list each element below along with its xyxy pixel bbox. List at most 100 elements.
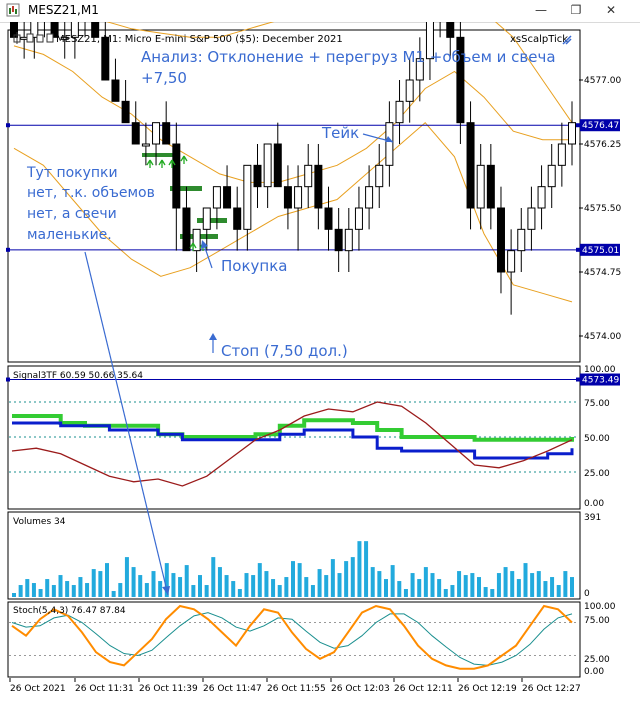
volume-bar: [297, 563, 302, 597]
level-price-label-entry: 4575.01: [582, 246, 619, 256]
candle-body: [162, 122, 171, 145]
volume-bar: [111, 591, 116, 597]
analysis-text: Анализ: Отклонение + перегруз М1 +объем …: [141, 48, 556, 66]
volume-bar: [490, 589, 495, 597]
level-price-label-take: 4576.47: [582, 121, 619, 131]
restore-button[interactable]: ❐: [570, 3, 582, 17]
volume-bar: [244, 573, 249, 597]
candle-body: [192, 228, 201, 252]
volume-bar: [536, 571, 541, 597]
time-tick-label: 26 Oct 11:39: [139, 684, 198, 694]
volume-bar: [38, 589, 43, 597]
candle-body: [60, 36, 69, 40]
candle-body: [517, 228, 526, 252]
time-tick-label: 26 Oct 11:55: [267, 684, 326, 694]
candle-body: [405, 79, 414, 102]
buy-arrowhead: [201, 240, 208, 249]
buy-marker-icon: [180, 155, 188, 164]
level-price-box-take: [580, 119, 620, 132]
level-handle-stop[interactable]: [6, 377, 10, 382]
time-tick-label: 26 Oct 12:11: [394, 684, 453, 694]
window-titlebar: MESZ21,M1 — ❐ ✕: [0, 0, 640, 23]
volume-bar: [324, 575, 329, 597]
main-chart-header: MESZ21, M1: Micro E-mini S&P 500 ($5): D…: [56, 34, 343, 45]
candle-body: [294, 186, 303, 209]
volume-bar: [470, 573, 475, 597]
minimize-button[interactable]: —: [535, 3, 547, 17]
candle-body: [365, 186, 374, 209]
volume-bar: [403, 589, 408, 597]
close-button[interactable]: ✕: [605, 3, 617, 17]
levels-layer: 4576.47 4575.01 4573.49: [6, 119, 620, 386]
price-tick-label: 4574.75: [584, 268, 621, 278]
volume-bar: [12, 593, 16, 597]
candle-body: [446, 22, 455, 38]
candle-body: [182, 207, 191, 252]
volume-bar: [164, 563, 169, 597]
signal-panel-header: Signal3TF 60.59 50.66 35.64: [13, 371, 143, 381]
candle-body: [476, 164, 485, 209]
volume-bar: [463, 575, 468, 597]
time-tick-label: 26 Oct 2021: [10, 684, 66, 694]
level-handle-take[interactable]: [576, 123, 580, 128]
candle-body: [507, 250, 516, 273]
volume-bar: [377, 571, 382, 597]
indicator-icon: [562, 35, 572, 45]
time-tick-label: 26 Oct 12:03: [331, 684, 390, 694]
volume-bar: [217, 567, 222, 597]
volume-bar: [430, 573, 435, 597]
volume-bar: [65, 581, 70, 597]
level-price-box-stop: [580, 373, 620, 386]
candle-body: [273, 143, 282, 188]
level-handle-entry[interactable]: [576, 247, 580, 252]
note-line-4: маленькие.: [27, 227, 112, 243]
candle-body: [253, 164, 262, 188]
volume-bar: [191, 585, 196, 597]
time-tick-label: 26 Oct 11:47: [203, 684, 262, 694]
volume-bar: [543, 581, 548, 597]
level-price-box-entry: [580, 243, 620, 256]
signal-tick: 50.00: [584, 434, 610, 444]
candle-body: [456, 36, 465, 124]
volume-bar: [357, 541, 362, 597]
volume-bars-layer: [12, 541, 574, 597]
volume-panel-header: Volumes 34: [13, 517, 66, 527]
volume-bar: [563, 571, 568, 597]
buy-marker-icon: [168, 159, 176, 168]
candle-body: [486, 164, 495, 209]
volume-bar: [237, 589, 242, 597]
candles-layer: [10, 22, 576, 315]
candle-body: [537, 186, 546, 209]
candle-body: [547, 164, 556, 188]
level-handle-take[interactable]: [6, 123, 10, 128]
axes-layer: 4577.754577.004576.254575.504574.754574.…: [9, 76, 621, 694]
volume-bar: [337, 573, 342, 597]
candle-body: [121, 100, 130, 124]
candle-body: [415, 58, 424, 81]
volume-bar: [277, 585, 282, 597]
volume-bar: [556, 585, 561, 597]
volume-bar: [516, 579, 521, 597]
volume-bar: [204, 585, 209, 597]
time-tick-label: 26 Oct 11:31: [75, 684, 134, 694]
volume-bar: [317, 569, 322, 597]
note-arrowhead: [162, 586, 170, 595]
buy-marker-icon: [158, 159, 166, 168]
candle-body: [212, 186, 221, 209]
volume-bar: [105, 563, 109, 597]
volume-bar: [51, 585, 56, 597]
candle-body: [304, 164, 313, 188]
band-lower: [13, 121, 573, 303]
stoch-line-1: [11, 612, 573, 666]
price-tick-label: 4575.50: [584, 204, 621, 214]
volume-bar: [25, 579, 30, 597]
stoch-lines-layer: [9, 604, 579, 670]
stoch-tick: 75.00: [584, 616, 610, 626]
level-handle-entry[interactable]: [6, 247, 10, 252]
candle-body: [141, 143, 150, 147]
level-handle-stop[interactable]: [576, 377, 580, 382]
volume-bar: [91, 569, 96, 597]
volume-bar: [417, 579, 422, 597]
candle-body: [334, 228, 343, 252]
